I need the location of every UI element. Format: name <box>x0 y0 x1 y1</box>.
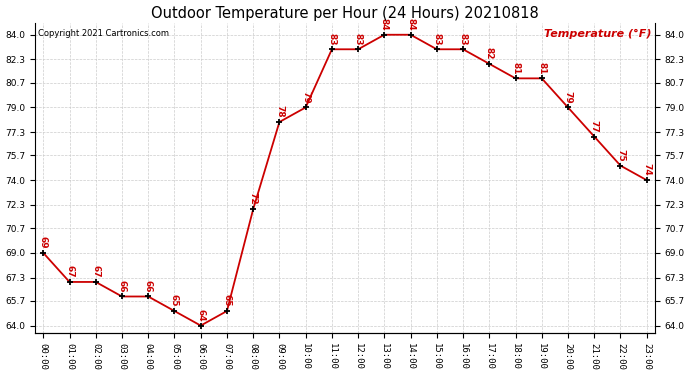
Text: 66: 66 <box>144 280 152 292</box>
Text: Temperature (°F): Temperature (°F) <box>544 29 651 39</box>
Text: 81: 81 <box>511 62 520 74</box>
Text: 66: 66 <box>117 280 126 292</box>
Text: 72: 72 <box>248 192 257 205</box>
Text: 69: 69 <box>39 236 48 249</box>
Title: Outdoor Temperature per Hour (24 Hours) 20210818: Outdoor Temperature per Hour (24 Hours) … <box>151 6 539 21</box>
Text: 83: 83 <box>327 33 337 45</box>
Text: 77: 77 <box>590 120 599 132</box>
Text: 67: 67 <box>65 265 74 278</box>
Text: 65: 65 <box>222 294 231 307</box>
Text: 82: 82 <box>485 47 494 60</box>
Text: Copyright 2021 Cartronics.com: Copyright 2021 Cartronics.com <box>39 29 170 38</box>
Text: 64: 64 <box>196 309 205 321</box>
Text: 83: 83 <box>353 33 363 45</box>
Text: 74: 74 <box>642 163 651 176</box>
Text: 81: 81 <box>538 62 546 74</box>
Text: 83: 83 <box>433 33 442 45</box>
Text: 79: 79 <box>301 90 310 103</box>
Text: 84: 84 <box>380 18 389 31</box>
Text: 78: 78 <box>275 105 284 118</box>
Text: 84: 84 <box>406 18 415 31</box>
Text: 67: 67 <box>91 265 100 278</box>
Text: 75: 75 <box>616 149 625 162</box>
Text: 83: 83 <box>459 33 468 45</box>
Text: 65: 65 <box>170 294 179 307</box>
Text: 79: 79 <box>564 90 573 103</box>
